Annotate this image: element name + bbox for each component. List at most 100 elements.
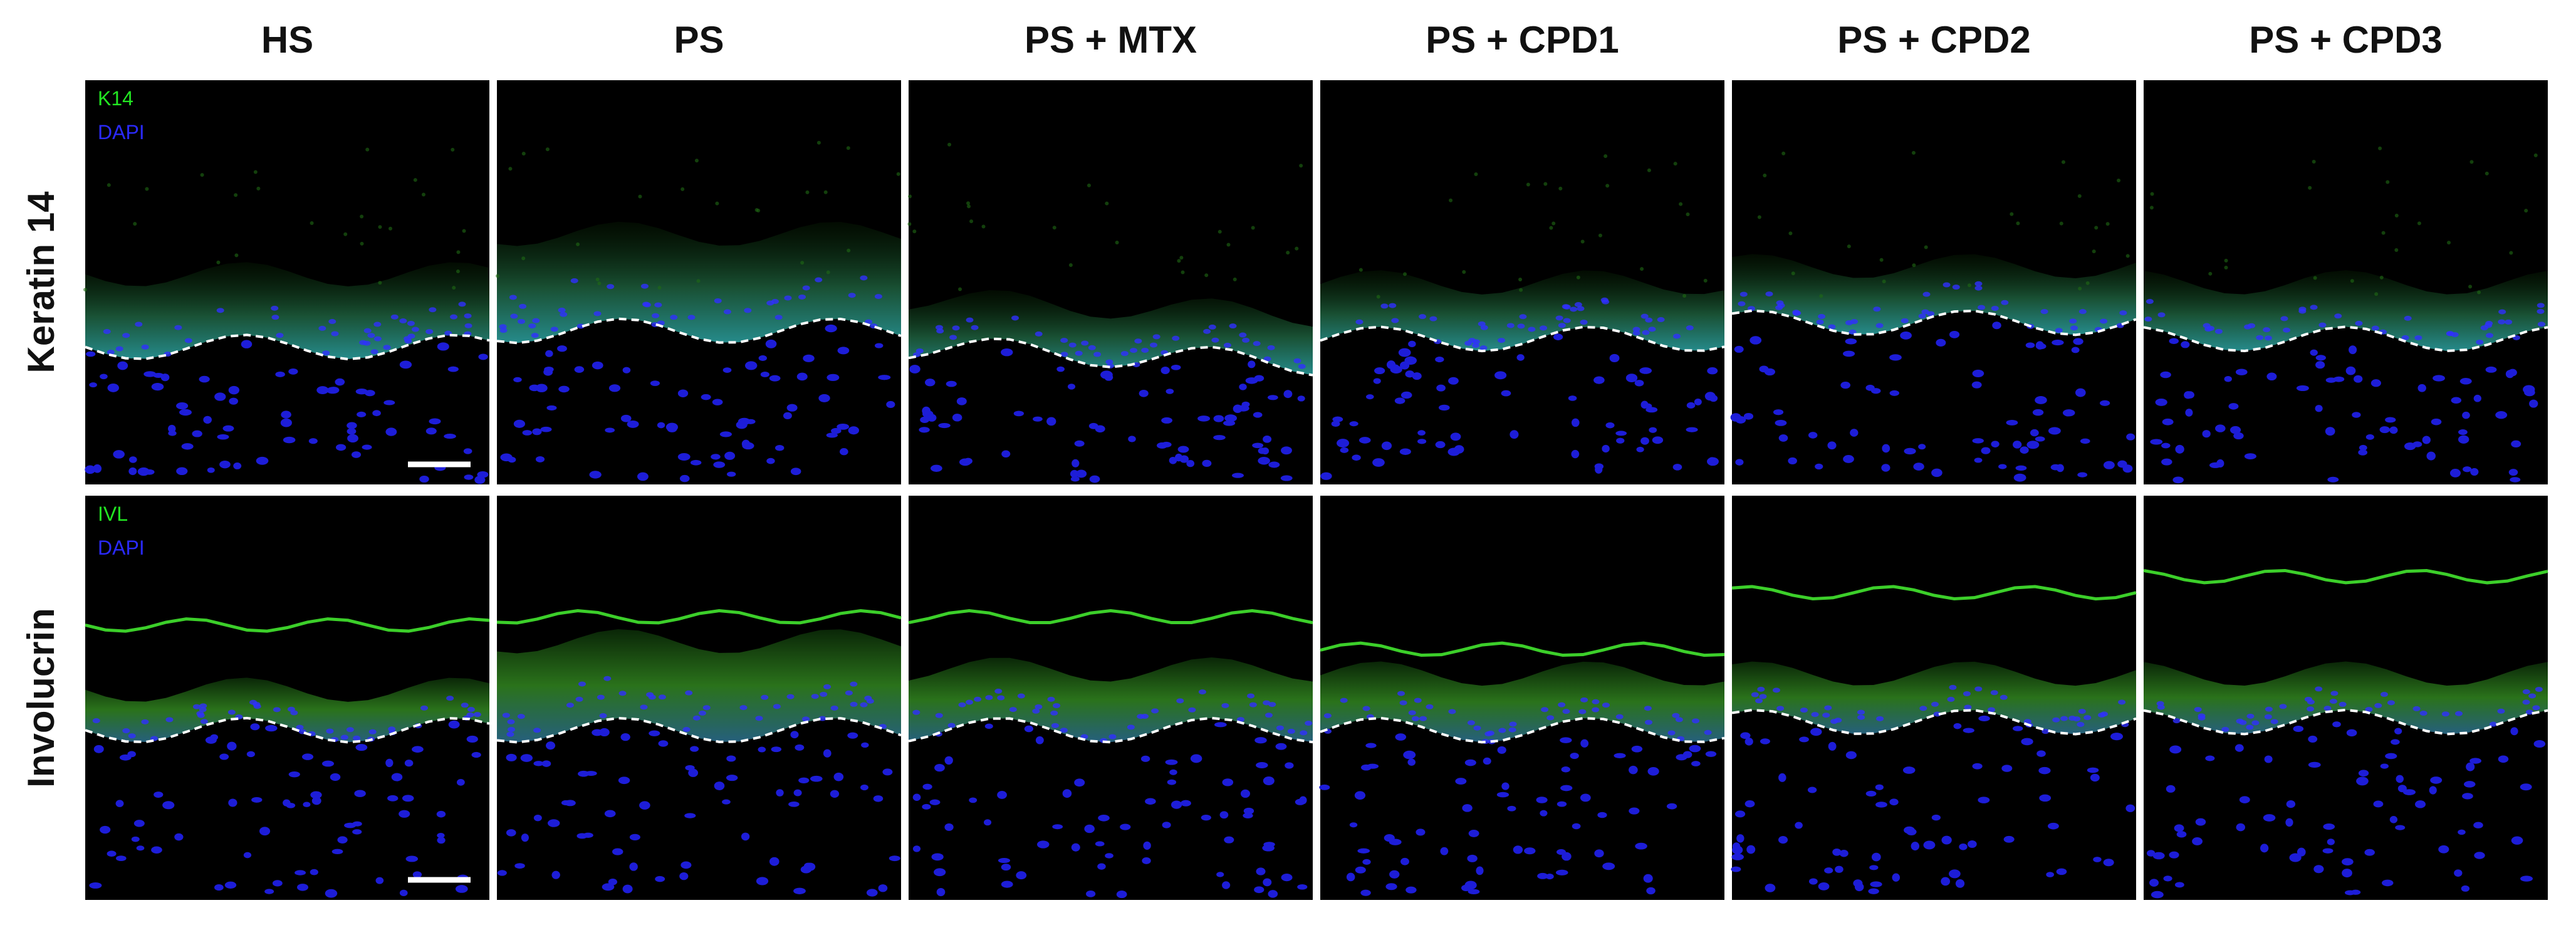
basal-nucleus: [739, 705, 748, 711]
nucleus: [1827, 441, 1837, 450]
nucleus: [2181, 341, 2190, 348]
haze-dot: [823, 190, 828, 194]
nucleus: [1828, 741, 1837, 751]
nucleus: [1319, 784, 1330, 790]
haze-dot: [1251, 226, 1255, 230]
nucleus: [2315, 405, 2323, 412]
nucleus: [1213, 415, 1224, 422]
basal-nucleus: [368, 729, 377, 734]
basal-nucleus: [1562, 709, 1570, 714]
nucleus: [117, 361, 128, 370]
basal-nucleus: [407, 320, 415, 326]
basal-nucleus: [2532, 705, 2540, 711]
nucleus: [2322, 848, 2334, 854]
nucleus: [2404, 442, 2416, 451]
nucleus: [574, 366, 585, 373]
basal-nucleus: [566, 703, 574, 708]
nucleus: [316, 386, 329, 395]
nucleus: [589, 471, 602, 479]
nucleus: [444, 433, 456, 439]
nucleus: [1889, 798, 1899, 806]
nucleus: [1340, 447, 1349, 453]
nucleus: [347, 434, 358, 443]
nucleus: [548, 819, 560, 827]
nucleus: [1941, 835, 1952, 845]
basal-nucleus: [499, 324, 507, 330]
nucleus: [2087, 767, 2099, 773]
nucleus: [1749, 336, 1762, 345]
nucleus: [766, 457, 775, 464]
nucleus: [330, 773, 341, 781]
haze-dot: [1788, 231, 1793, 236]
nucleus: [629, 833, 640, 840]
nucleus: [1263, 776, 1275, 785]
nucleus: [1998, 464, 2007, 469]
haze-dot: [958, 287, 962, 291]
nucleus: [1635, 842, 1647, 850]
basal-nucleus: [227, 709, 236, 715]
nucleus: [1967, 840, 1977, 849]
haze-dot: [805, 190, 810, 194]
nucleus: [275, 371, 285, 377]
nucleus: [1580, 793, 1591, 802]
haze-dot: [908, 194, 912, 199]
nucleus: [1536, 797, 1548, 803]
nucleus: [1494, 371, 1507, 380]
nucleus: [1882, 444, 1890, 453]
basal-nucleus: [1974, 686, 1983, 692]
haze-dot: [800, 261, 805, 265]
nucleus: [128, 456, 137, 463]
haze-dot: [1462, 269, 1466, 274]
haze-dot: [2394, 213, 2399, 217]
nucleus: [228, 385, 239, 395]
basal-nucleus: [2279, 704, 2287, 709]
stratum-corneum: [1731, 585, 2137, 601]
nucleus: [922, 783, 932, 790]
nucleus: [2056, 868, 2067, 875]
nucleus: [1732, 842, 1741, 850]
nucleus: [1773, 409, 1784, 415]
nucleus: [2429, 786, 2437, 795]
basal-nucleus: [296, 724, 304, 730]
basal-nucleus: [820, 691, 828, 697]
nucleus: [1233, 404, 1243, 413]
nucleus: [688, 768, 699, 777]
nucleus: [1936, 338, 1946, 347]
nucleus: [1941, 877, 1951, 886]
nucleus: [2297, 847, 2306, 857]
nucleus: [1972, 763, 1983, 770]
haze-dot: [2477, 290, 2481, 295]
basal-nucleus: [2451, 332, 2459, 337]
nucleus: [1759, 365, 1769, 373]
basal-nucleus: [322, 350, 330, 356]
basal-nucleus: [271, 315, 279, 320]
nucleus: [1468, 889, 1480, 895]
nucleus: [399, 360, 412, 369]
nucleus: [1105, 853, 1113, 859]
nucleus: [1405, 886, 1417, 894]
nucleus: [2358, 770, 2369, 777]
nucleus: [1807, 786, 1817, 793]
nucleus: [2216, 459, 2224, 468]
nucleus: [2090, 773, 2100, 782]
nucleus: [2327, 839, 2335, 845]
micrograph-panel: [1731, 496, 2137, 900]
basal-nucleus: [966, 317, 974, 323]
nucleus: [2313, 865, 2324, 874]
basal-nucleus: [2365, 707, 2373, 713]
basal-nucleus: [174, 325, 182, 330]
nucleus: [500, 453, 513, 462]
basal-nucleus: [1467, 720, 1475, 726]
nucleus: [1179, 455, 1189, 463]
nucleus: [583, 832, 593, 838]
basal-nucleus: [1506, 323, 1515, 328]
nucleus: [592, 729, 603, 736]
nucleus: [281, 410, 291, 419]
haze-dot: [1177, 259, 1181, 263]
nucleus: [243, 852, 252, 859]
basal-nucleus: [1053, 703, 1061, 708]
haze-dot: [378, 281, 382, 285]
column-header: HS: [261, 19, 313, 61]
basal-nucleus: [1562, 304, 1570, 310]
nucleus: [1404, 356, 1417, 365]
